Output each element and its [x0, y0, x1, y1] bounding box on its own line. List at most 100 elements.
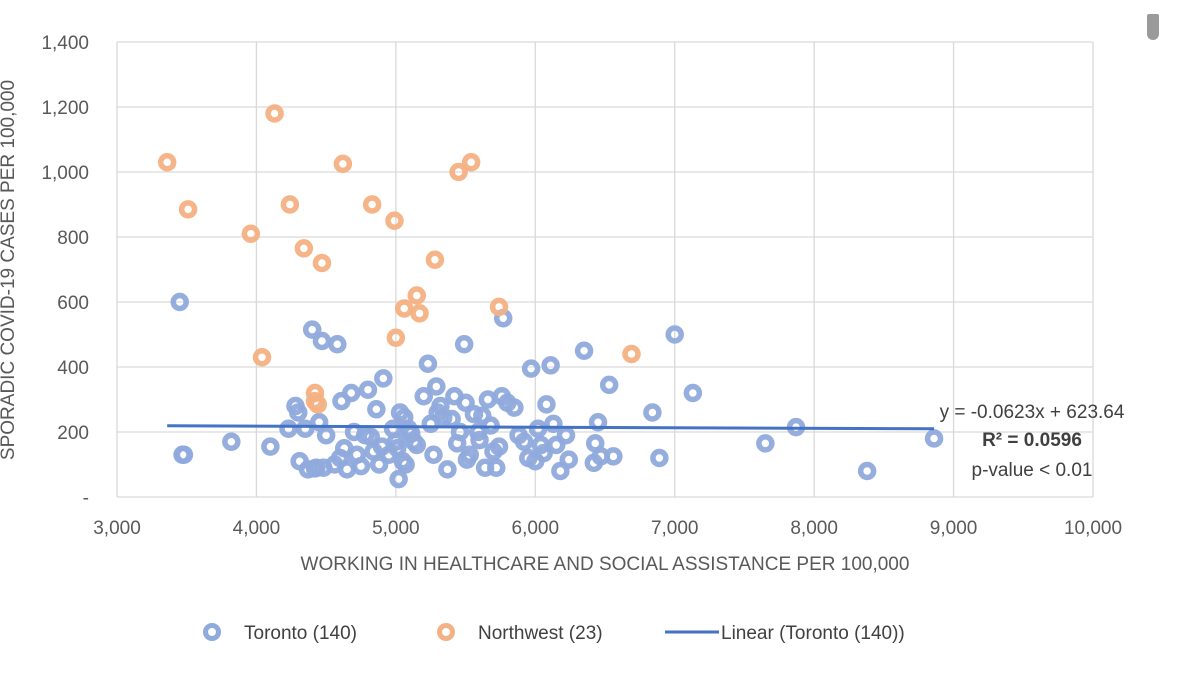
x-tick-label: 3,000: [93, 518, 141, 539]
data-point: [551, 461, 570, 481]
series-toronto: [170, 292, 944, 489]
data-point: [643, 403, 662, 422]
data-point: [514, 432, 534, 451]
data-point: [407, 286, 427, 305]
data-point: [650, 448, 669, 468]
data-point: [308, 395, 328, 414]
data-point: [438, 460, 457, 479]
data-point: [385, 211, 404, 230]
data-point: [541, 356, 560, 375]
data-point: [222, 432, 241, 451]
data-point: [425, 250, 445, 269]
y-axis-ticks: - 200 400 600 800 1,000 1,200 1,400: [41, 33, 89, 509]
data-point: [252, 348, 272, 367]
data-point: [280, 195, 300, 214]
data-point: [337, 460, 357, 479]
y-tick-label: 400: [57, 358, 89, 379]
data-point: [470, 430, 489, 450]
legend-label-northwest: Northwest (23): [478, 623, 603, 644]
data-point: [309, 413, 329, 432]
trendline: [167, 424, 935, 431]
trendline-equation: y = -0.0623x + 623.64: [940, 402, 1125, 423]
data-point: [544, 414, 563, 434]
data-point: [559, 450, 578, 469]
data-point: [478, 390, 498, 409]
data-point: [333, 154, 353, 174]
data-point: [170, 292, 189, 312]
y-tick-label: 1,200: [41, 98, 89, 119]
data-point: [407, 435, 427, 455]
data-point: [489, 437, 509, 456]
data-point: [265, 104, 284, 123]
legend-marker-northwest: [437, 623, 455, 641]
data-point: [460, 445, 480, 464]
data-point: [505, 398, 524, 417]
data-point: [486, 458, 506, 477]
data-point: [316, 426, 336, 445]
y-axis-title: SPORADIC COVID-19 CASES PER 100,000: [0, 80, 19, 460]
data-point: [328, 335, 347, 354]
x-tick-label: 5,000: [372, 518, 420, 539]
data-point: [756, 434, 775, 453]
r-squared-label: R² = 0.0596: [982, 430, 1082, 451]
data-point: [374, 369, 393, 388]
x-tick-label: 7,000: [651, 518, 699, 539]
x-tick-label: 4,000: [233, 518, 281, 539]
legend-label-linear: Linear (Toronto (140)): [721, 623, 905, 644]
data-point: [489, 297, 509, 317]
data-point: [599, 375, 619, 395]
p-value-label: p-value < 0.01: [972, 460, 1093, 481]
data-point: [604, 447, 623, 466]
data-point: [312, 253, 332, 273]
data-point: [481, 416, 500, 435]
data-point: [396, 455, 415, 474]
data-point: [665, 325, 684, 344]
data-point: [367, 400, 386, 419]
y-tick-label: 1,000: [41, 163, 89, 184]
data-point: [279, 419, 298, 438]
data-point: [424, 445, 443, 464]
legend: Toronto (140) Northwest (23) Linear (Tor…: [203, 623, 905, 644]
series-northwest: [157, 104, 641, 414]
legend-marker-toronto: [203, 623, 221, 641]
data-point: [683, 383, 703, 403]
legend-item-northwest: Northwest (23): [437, 623, 603, 644]
data-point: [351, 456, 371, 476]
data-point: [394, 299, 414, 318]
legend-item-linear: Linear (Toronto (140)): [665, 623, 905, 644]
trendline-group: [167, 424, 935, 431]
data-point: [386, 328, 406, 347]
data-points: [157, 104, 944, 489]
data-point: [521, 359, 541, 378]
data-point: [449, 162, 468, 182]
y-tick-label: -: [83, 488, 89, 509]
y-tick-label: 1,400: [41, 33, 89, 54]
data-point: [461, 153, 481, 172]
data-point: [414, 387, 433, 406]
scrollbar-thumb[interactable]: [1147, 14, 1159, 40]
data-point: [369, 455, 389, 474]
data-point: [289, 403, 308, 422]
data-point: [546, 435, 566, 455]
data-point: [389, 469, 408, 489]
data-point: [534, 443, 553, 463]
data-point: [857, 461, 877, 481]
x-tick-label: 8,000: [790, 518, 838, 539]
data-point: [261, 437, 280, 456]
data-point: [427, 377, 446, 396]
data-point: [410, 304, 429, 323]
data-point: [362, 195, 382, 214]
y-tick-label: 600: [57, 293, 89, 314]
data-point: [556, 426, 576, 445]
legend-item-toronto: Toronto (140): [203, 623, 357, 644]
data-point: [574, 341, 594, 360]
x-tick-label: 10,000: [1064, 518, 1122, 539]
y-tick-label: 800: [57, 228, 89, 249]
data-point: [456, 393, 475, 412]
data-point: [537, 395, 556, 414]
data-point: [418, 354, 438, 373]
data-point: [241, 224, 261, 243]
legend-label-toronto: Toronto (140): [244, 623, 357, 644]
data-point: [157, 153, 177, 172]
